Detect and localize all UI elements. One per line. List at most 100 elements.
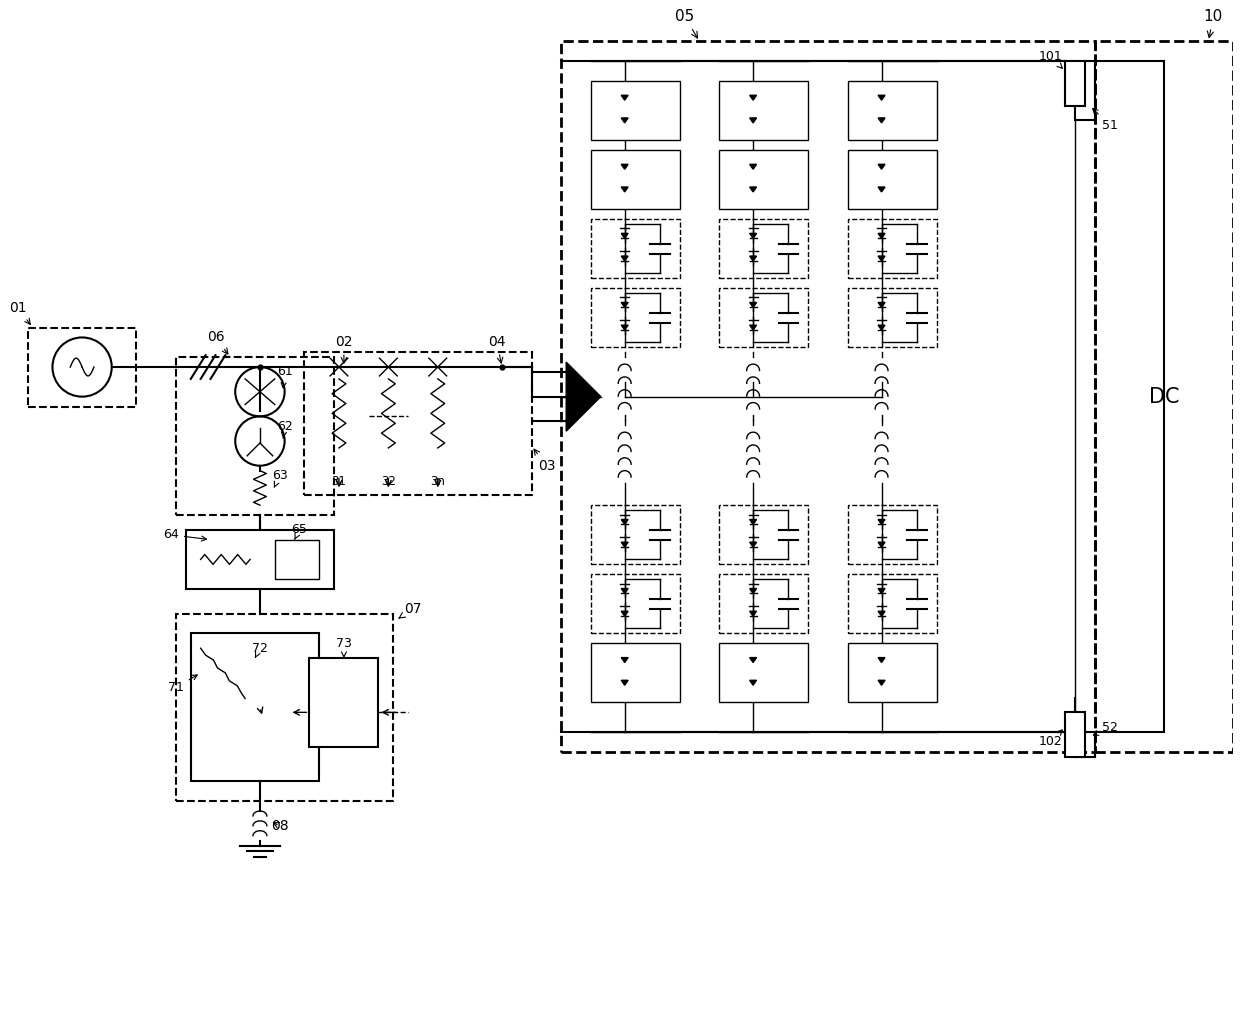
Bar xyxy=(719,505,808,564)
Bar xyxy=(591,505,680,564)
Polygon shape xyxy=(878,233,885,238)
Polygon shape xyxy=(750,95,756,100)
Polygon shape xyxy=(567,362,600,432)
Polygon shape xyxy=(750,256,756,261)
Polygon shape xyxy=(878,657,885,662)
Polygon shape xyxy=(750,612,756,616)
Bar xyxy=(848,81,936,140)
Polygon shape xyxy=(621,657,629,662)
Text: 04: 04 xyxy=(489,335,506,363)
Bar xyxy=(719,288,808,348)
Polygon shape xyxy=(750,589,756,593)
Text: DC: DC xyxy=(1148,387,1179,407)
Bar xyxy=(1065,61,1085,106)
Bar xyxy=(176,614,393,801)
Polygon shape xyxy=(621,165,629,170)
Bar xyxy=(591,288,680,348)
Bar xyxy=(221,658,290,767)
Text: 73: 73 xyxy=(336,637,352,657)
Bar xyxy=(719,574,808,633)
Polygon shape xyxy=(621,95,629,100)
Polygon shape xyxy=(621,612,629,616)
Polygon shape xyxy=(621,233,629,238)
Polygon shape xyxy=(621,589,629,593)
Polygon shape xyxy=(878,542,885,548)
Bar xyxy=(176,357,334,515)
Polygon shape xyxy=(878,95,885,100)
Polygon shape xyxy=(621,542,629,548)
Polygon shape xyxy=(878,187,885,191)
Text: 65: 65 xyxy=(291,524,308,539)
Bar xyxy=(591,574,680,633)
Bar xyxy=(719,219,808,278)
Polygon shape xyxy=(750,302,756,307)
Bar xyxy=(848,505,936,564)
Bar xyxy=(191,633,319,781)
Text: 05: 05 xyxy=(675,9,697,38)
Polygon shape xyxy=(621,256,629,261)
Text: 71: 71 xyxy=(167,675,197,694)
Bar xyxy=(304,352,532,496)
Polygon shape xyxy=(878,589,885,593)
Polygon shape xyxy=(878,256,885,261)
Polygon shape xyxy=(750,542,756,548)
Text: 3n: 3n xyxy=(430,475,445,489)
Bar xyxy=(275,539,319,580)
Polygon shape xyxy=(750,657,756,662)
Bar xyxy=(719,150,808,209)
Polygon shape xyxy=(750,680,756,685)
Polygon shape xyxy=(621,520,629,525)
Text: 02: 02 xyxy=(335,335,352,363)
Bar xyxy=(591,81,680,140)
Bar xyxy=(186,530,334,589)
Polygon shape xyxy=(878,612,885,616)
Text: 52: 52 xyxy=(1094,720,1117,735)
Polygon shape xyxy=(878,520,885,525)
Polygon shape xyxy=(878,302,885,307)
Polygon shape xyxy=(750,520,756,525)
Bar xyxy=(848,150,936,209)
Bar xyxy=(591,150,680,209)
Bar xyxy=(1065,712,1085,757)
Polygon shape xyxy=(750,118,756,123)
Bar xyxy=(719,644,808,703)
Bar xyxy=(848,574,936,633)
Bar xyxy=(591,644,680,703)
Polygon shape xyxy=(878,325,885,330)
Polygon shape xyxy=(621,302,629,307)
Text: 101: 101 xyxy=(1038,50,1063,68)
Polygon shape xyxy=(750,187,756,191)
Polygon shape xyxy=(750,165,756,170)
Text: 07: 07 xyxy=(399,601,422,618)
Text: 10: 10 xyxy=(1204,9,1223,37)
Text: 06: 06 xyxy=(207,330,228,354)
Bar xyxy=(719,81,808,140)
Text: 102: 102 xyxy=(1038,730,1063,748)
Bar xyxy=(848,219,936,278)
Polygon shape xyxy=(750,233,756,238)
Bar xyxy=(848,644,936,703)
Polygon shape xyxy=(878,680,885,685)
Text: 01: 01 xyxy=(9,301,30,324)
Polygon shape xyxy=(878,118,885,123)
Text: 51: 51 xyxy=(1092,109,1117,131)
Text: 31: 31 xyxy=(331,475,346,489)
Bar xyxy=(27,328,136,407)
Polygon shape xyxy=(621,118,629,123)
Bar xyxy=(562,41,1095,751)
Polygon shape xyxy=(621,187,629,191)
Polygon shape xyxy=(878,165,885,170)
Text: 32: 32 xyxy=(381,475,396,489)
Polygon shape xyxy=(750,325,756,330)
Text: 63: 63 xyxy=(272,469,288,487)
Bar xyxy=(1095,41,1233,751)
Bar xyxy=(309,658,378,747)
Bar xyxy=(848,288,936,348)
Polygon shape xyxy=(621,325,629,330)
Polygon shape xyxy=(621,680,629,685)
Text: 62: 62 xyxy=(277,420,293,438)
Bar xyxy=(591,219,680,278)
Text: 72: 72 xyxy=(252,642,268,657)
Text: 03: 03 xyxy=(534,449,556,473)
Text: 64: 64 xyxy=(164,528,207,541)
